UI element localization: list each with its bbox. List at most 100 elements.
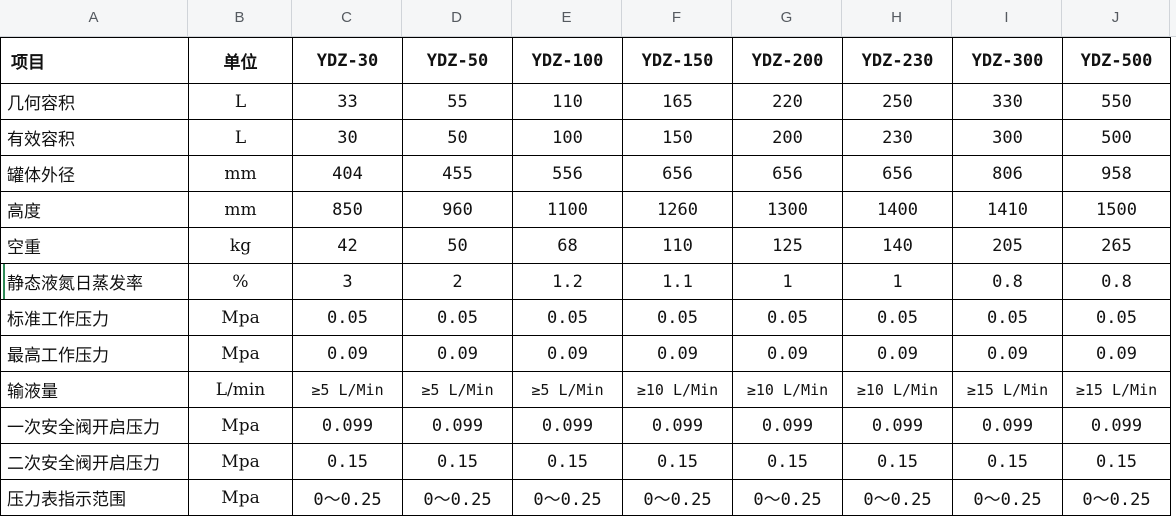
table-cell[interactable]: 0.05 bbox=[952, 299, 1063, 336]
table-cell[interactable]: 1 bbox=[732, 263, 843, 300]
table-cell[interactable]: 0.05 bbox=[402, 299, 513, 336]
table-cell[interactable]: 404 bbox=[292, 155, 403, 192]
column-header-d[interactable]: D bbox=[402, 0, 512, 36]
table-cell[interactable]: 68 bbox=[512, 227, 623, 264]
table-cell[interactable]: ≥5 L/Min bbox=[292, 371, 403, 408]
column-header-a[interactable]: A bbox=[0, 0, 188, 36]
table-cell[interactable]: 1 bbox=[842, 263, 953, 300]
table-cell[interactable]: mm bbox=[188, 191, 293, 228]
table-cell[interactable]: 806 bbox=[952, 155, 1063, 192]
table-cell[interactable]: 50 bbox=[402, 119, 513, 156]
table-cell[interactable]: 2 bbox=[402, 263, 513, 300]
row-label-cell[interactable]: 标准工作压力 bbox=[0, 299, 189, 336]
table-cell[interactable]: 958 bbox=[1062, 155, 1171, 192]
column-header-i[interactable]: I bbox=[952, 0, 1062, 36]
table-cell[interactable]: 0.099 bbox=[1062, 407, 1171, 444]
table-cell[interactable]: 0.099 bbox=[622, 407, 733, 444]
table-cell[interactable]: 500 bbox=[1062, 119, 1171, 156]
table-cell[interactable]: 0.099 bbox=[732, 407, 843, 444]
table-cell[interactable]: 300 bbox=[952, 119, 1063, 156]
table-cell[interactable]: 0～0.25 bbox=[952, 479, 1063, 516]
column-header-c[interactable]: C bbox=[292, 0, 402, 36]
table-cell[interactable]: 55 bbox=[402, 83, 513, 120]
table-cell[interactable]: 250 bbox=[842, 83, 953, 120]
table-cell[interactable]: 0.05 bbox=[842, 299, 953, 336]
header-cell[interactable]: 单位 bbox=[188, 37, 293, 84]
table-cell[interactable]: 220 bbox=[732, 83, 843, 120]
row-label-cell[interactable]: 罐体外径 bbox=[0, 155, 189, 192]
table-cell[interactable]: ≥10 L/Min bbox=[842, 371, 953, 408]
table-cell[interactable]: 656 bbox=[842, 155, 953, 192]
table-cell[interactable]: 0.15 bbox=[1062, 443, 1171, 480]
table-cell[interactable]: ≥10 L/Min bbox=[622, 371, 733, 408]
table-cell[interactable]: 960 bbox=[402, 191, 513, 228]
table-cell[interactable]: 0.09 bbox=[402, 335, 513, 372]
table-cell[interactable]: 0.099 bbox=[952, 407, 1063, 444]
table-cell[interactable]: ≥15 L/Min bbox=[1062, 371, 1171, 408]
table-cell[interactable]: 42 bbox=[292, 227, 403, 264]
table-cell[interactable]: 455 bbox=[402, 155, 513, 192]
column-header-b[interactable]: B bbox=[188, 0, 292, 36]
table-cell[interactable]: L bbox=[188, 83, 293, 120]
table-cell[interactable]: 0～0.25 bbox=[402, 479, 513, 516]
row-label-cell[interactable]: 最高工作压力 bbox=[0, 335, 189, 372]
header-cell[interactable]: YDZ-200 bbox=[732, 37, 843, 84]
column-header-f[interactable]: F bbox=[622, 0, 732, 36]
table-cell[interactable]: 0.099 bbox=[512, 407, 623, 444]
table-cell[interactable]: 1400 bbox=[842, 191, 953, 228]
table-cell[interactable]: 0.8 bbox=[1062, 263, 1171, 300]
table-cell[interactable]: 0.09 bbox=[512, 335, 623, 372]
table-cell[interactable]: mm bbox=[188, 155, 293, 192]
table-cell[interactable]: 0.099 bbox=[842, 407, 953, 444]
table-cell[interactable]: 125 bbox=[732, 227, 843, 264]
table-cell[interactable]: 0～0.25 bbox=[732, 479, 843, 516]
table-cell[interactable]: 0.099 bbox=[292, 407, 403, 444]
row-label-cell[interactable]: 空重 bbox=[0, 227, 189, 264]
header-cell[interactable]: YDZ-30 bbox=[292, 37, 403, 84]
table-cell[interactable]: 656 bbox=[622, 155, 733, 192]
row-label-cell[interactable]: 有效容积 bbox=[0, 119, 189, 156]
table-cell[interactable]: 550 bbox=[1062, 83, 1171, 120]
table-cell[interactable]: 0.15 bbox=[842, 443, 953, 480]
table-cell[interactable]: 1.2 bbox=[512, 263, 623, 300]
table-cell[interactable]: 0～0.25 bbox=[842, 479, 953, 516]
table-cell[interactable]: 1260 bbox=[622, 191, 733, 228]
table-cell[interactable]: 0.15 bbox=[732, 443, 843, 480]
table-cell[interactable]: 200 bbox=[732, 119, 843, 156]
table-cell[interactable]: 0.15 bbox=[402, 443, 513, 480]
table-cell[interactable]: Mpa bbox=[188, 479, 293, 516]
table-cell[interactable]: 140 bbox=[842, 227, 953, 264]
table-cell[interactable]: 110 bbox=[512, 83, 623, 120]
table-cell[interactable]: L/min bbox=[188, 371, 293, 408]
table-cell[interactable]: 0.05 bbox=[512, 299, 623, 336]
table-cell[interactable]: 3 bbox=[292, 263, 403, 300]
table-cell[interactable]: ≥15 L/Min bbox=[952, 371, 1063, 408]
table-cell[interactable]: 165 bbox=[622, 83, 733, 120]
table-cell[interactable]: 100 bbox=[512, 119, 623, 156]
header-cell[interactable]: YDZ-230 bbox=[842, 37, 953, 84]
table-cell[interactable]: 30 bbox=[292, 119, 403, 156]
table-cell[interactable]: 0.15 bbox=[512, 443, 623, 480]
table-cell[interactable]: 0.05 bbox=[1062, 299, 1171, 336]
row-label-cell[interactable]: 几何容积 bbox=[0, 83, 189, 120]
table-cell[interactable]: % bbox=[188, 263, 293, 300]
header-cell[interactable]: YDZ-150 bbox=[622, 37, 733, 84]
header-cell[interactable]: YDZ-300 bbox=[952, 37, 1063, 84]
column-header-g[interactable]: G bbox=[732, 0, 842, 36]
table-cell[interactable]: 0.15 bbox=[292, 443, 403, 480]
table-cell[interactable]: 0.09 bbox=[732, 335, 843, 372]
table-cell[interactable]: 0.05 bbox=[732, 299, 843, 336]
column-header-h[interactable]: H bbox=[842, 0, 952, 36]
table-cell[interactable]: ≥5 L/Min bbox=[512, 371, 623, 408]
header-cell[interactable]: 项目 bbox=[0, 37, 189, 84]
table-cell[interactable]: 0.15 bbox=[952, 443, 1063, 480]
table-cell[interactable]: 0.15 bbox=[622, 443, 733, 480]
table-cell[interactable]: 330 bbox=[952, 83, 1063, 120]
table-cell[interactable]: 0.099 bbox=[402, 407, 513, 444]
table-cell[interactable]: 0～0.25 bbox=[622, 479, 733, 516]
table-cell[interactable]: 850 bbox=[292, 191, 403, 228]
column-header-e[interactable]: E bbox=[512, 0, 622, 36]
row-label-cell[interactable]: 二次安全阀开启压力 bbox=[0, 443, 189, 480]
table-cell[interactable]: 0.09 bbox=[952, 335, 1063, 372]
table-cell[interactable]: 110 bbox=[622, 227, 733, 264]
